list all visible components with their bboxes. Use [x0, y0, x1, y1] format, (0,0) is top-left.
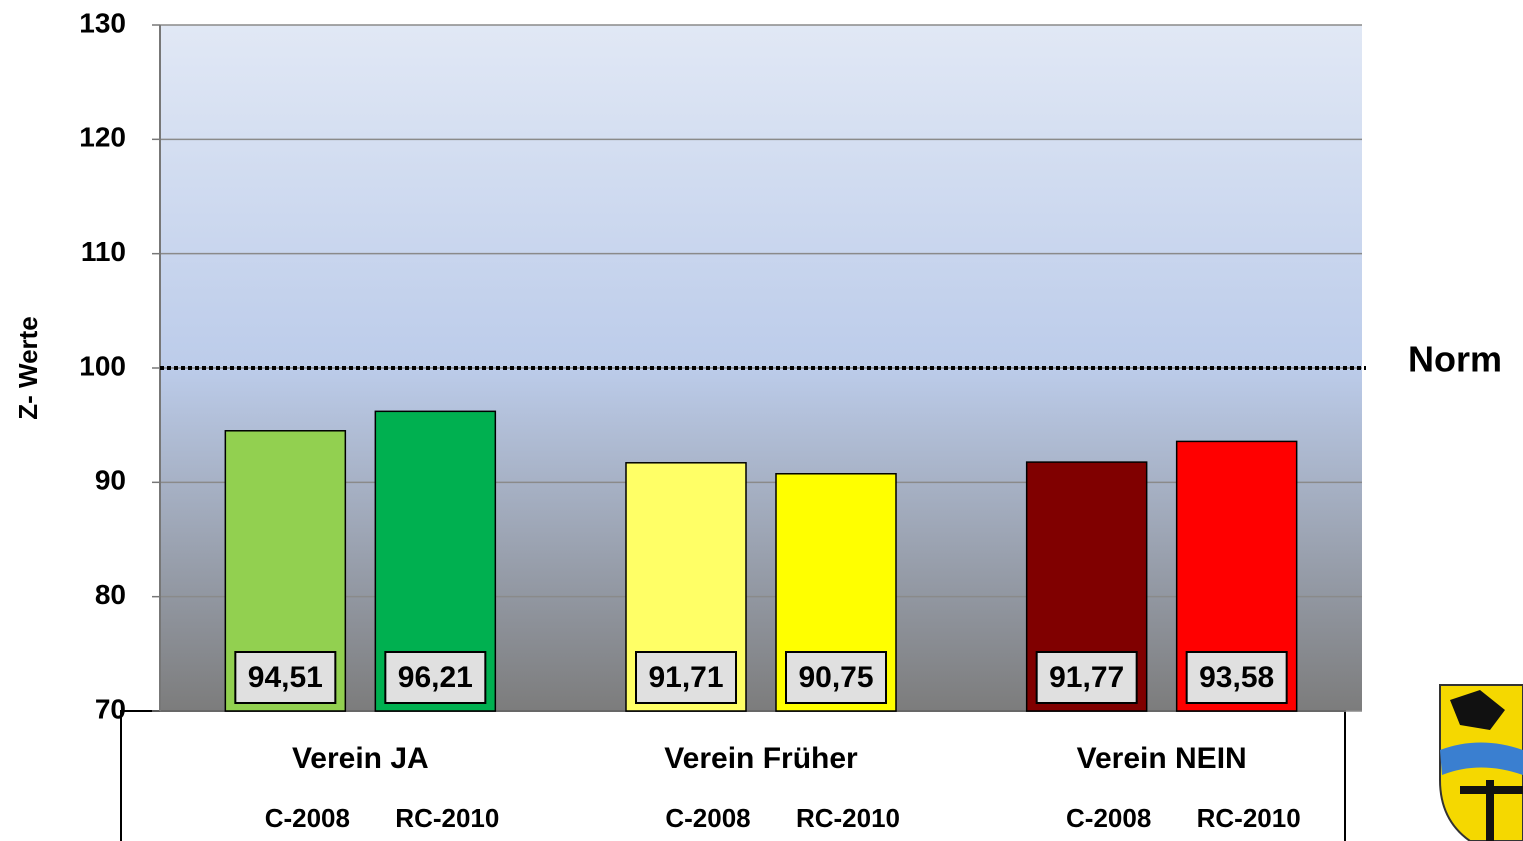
- value-label-box: [635, 651, 737, 704]
- y-tick-label: 130: [79, 7, 126, 38]
- x-tick-label: Verein Früher: [664, 742, 858, 775]
- value-label: 90,75: [798, 661, 873, 694]
- value-label: 91,77: [1049, 661, 1124, 694]
- y-tick-label: 70: [95, 693, 126, 724]
- value-label: 93,58: [1199, 661, 1274, 694]
- value-label-box: [384, 651, 487, 704]
- legend-label: RC-2010: [395, 803, 499, 833]
- category-box: [120, 710, 1346, 841]
- legend-label: RC-2010: [1197, 803, 1301, 833]
- legend-label: RC-2010: [796, 803, 900, 833]
- value-label-box: [785, 651, 887, 704]
- value-label-box: [1185, 651, 1288, 704]
- legend-label: C-2008: [1066, 803, 1151, 833]
- y-tick-label: 80: [95, 579, 126, 610]
- value-label: 94,51: [248, 661, 323, 694]
- value-label: 91,71: [648, 661, 723, 694]
- x-tick-label: Verein JA: [292, 742, 429, 775]
- value-label-box: [1035, 651, 1138, 704]
- y-tick-label: 90: [95, 465, 126, 496]
- legend-label: C-2008: [665, 803, 750, 833]
- y-tick-label: 120: [79, 122, 126, 153]
- value-label: 96,21: [398, 661, 473, 694]
- legend-label: C-2008: [265, 803, 350, 833]
- reference-label: Norm: [1408, 339, 1502, 380]
- x-tick-label: Verein NEIN: [1077, 742, 1247, 775]
- y-tick-label: 110: [81, 236, 126, 267]
- y-tick-label: 100: [79, 350, 126, 381]
- y-axis-title: Z- Werte: [13, 316, 43, 420]
- value-label-box: [234, 651, 337, 704]
- coat-of-arms: [1439, 684, 1523, 841]
